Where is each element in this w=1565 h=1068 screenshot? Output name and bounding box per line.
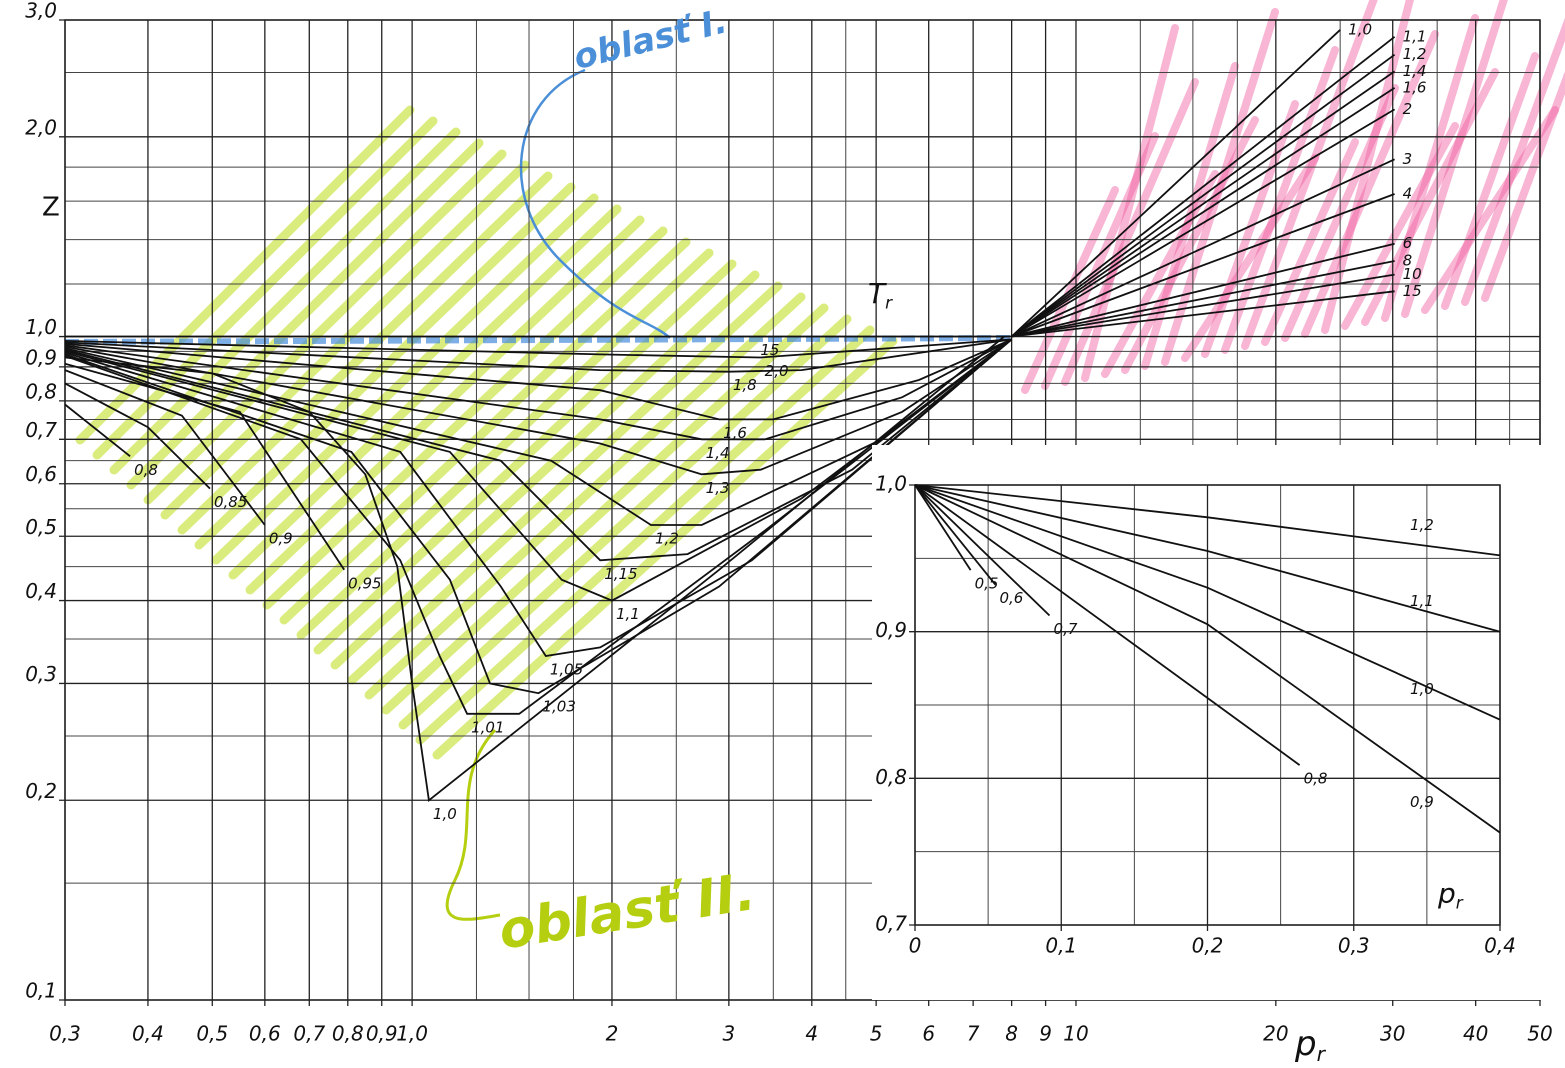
pink-hatch	[1445, 56, 1535, 306]
y-tick-label: 0,7	[875, 912, 907, 936]
y-tick-label: 0,3	[25, 662, 57, 686]
y-tick-label: 0,6	[25, 462, 57, 486]
pink-hatch	[1205, 104, 1295, 354]
curve-label: 1,0	[433, 805, 457, 823]
curve-label: 0,8	[134, 461, 158, 479]
inset-x-axis-label-sub: r	[1456, 892, 1464, 912]
x-tick-label: 0,2	[1192, 934, 1224, 958]
curve-label: 1,3	[706, 479, 730, 497]
curve-label: 10	[1403, 265, 1422, 283]
x-tick-label: 3	[722, 1022, 735, 1046]
curve-family-label-sub: r	[885, 292, 893, 312]
y-tick-label: 1,0	[875, 472, 907, 496]
curve-label: 0,6	[999, 589, 1023, 607]
page: {"chart_data": [ {"type": "line", "log_x…	[0, 0, 1565, 1068]
curve-label: 4	[1403, 185, 1413, 203]
curve-label: 6	[1403, 234, 1413, 252]
x-tick-label: 40	[1463, 1022, 1488, 1046]
y-tick-label: 2,0	[25, 115, 57, 139]
y-axis-label: Z	[42, 193, 60, 223]
x-axis-label-sub: r	[1317, 1042, 1327, 1066]
x-tick-label: 0,1	[1045, 934, 1077, 958]
pink-hatch	[1145, 66, 1235, 366]
y-tick-label: 0,4	[25, 579, 57, 603]
curve-label: 0,9	[1410, 793, 1434, 811]
curve-label: 1,1	[1410, 592, 1434, 610]
inset-x-axis-label-main: p	[1437, 877, 1456, 910]
curve-label: 0,95	[348, 574, 381, 592]
curve-label: 0,7	[1054, 620, 1078, 638]
curve-label: 1,1	[616, 605, 640, 623]
y-tick-label: 0,9	[875, 618, 907, 642]
x-tick-label: 20	[1263, 1022, 1288, 1046]
curve-label: 1,6	[723, 424, 747, 442]
chart: 0,30,40,50,60,70,80,91,02345678910203040…	[0, 0, 1565, 1068]
curve-label: 1,03	[542, 698, 575, 716]
x-tick-label: 2	[606, 1022, 619, 1046]
curve-label: 3	[1403, 150, 1413, 168]
x-tick-label: 6	[922, 1022, 935, 1046]
curve-label: 1,0	[1348, 20, 1372, 38]
y-tick-label: 0,1	[25, 979, 57, 1003]
curve-label: 1,05	[550, 660, 583, 678]
x-axis-label: pr	[1294, 1024, 1327, 1067]
x-tick-label: 8	[1005, 1022, 1018, 1046]
x-tick-label: 0,3	[1338, 934, 1370, 958]
x-tick-label: 50	[1527, 1022, 1552, 1046]
curve-label: 15	[1403, 282, 1422, 300]
blue-highlight	[65, 338, 1010, 342]
curve-label: 2,0	[765, 362, 789, 380]
x-tick-label: 5	[870, 1022, 883, 1046]
note-region-1: oblasť I.	[570, 1, 731, 78]
curve-label: 1,2	[1403, 45, 1427, 63]
y-tick-label: 0,7	[25, 418, 57, 442]
x-tick-label: 1,0	[396, 1022, 428, 1046]
x-tick-label: 0,8	[332, 1022, 364, 1046]
curve-label: 0,9	[269, 529, 293, 547]
y-tick-label: 0,5	[25, 515, 57, 539]
curve-family-label: Tr	[868, 277, 893, 312]
y-tick-label: 0,8	[25, 379, 57, 403]
curve-label: 1,01	[471, 718, 504, 736]
curve-label: 1,6	[1403, 78, 1427, 96]
curve-label: 1,2	[655, 529, 679, 547]
yellow-hatch	[437, 341, 893, 755]
x-tick-label: 0,9	[366, 1022, 398, 1046]
curve-label: 1,2	[1410, 516, 1434, 534]
curve-label: 1,15	[604, 565, 637, 583]
x-tick-label: 4	[805, 1022, 818, 1046]
x-tick-label: 0,6	[249, 1022, 281, 1046]
curve-label: 0,8	[1304, 770, 1328, 788]
x-tick-label: 30	[1380, 1022, 1405, 1046]
y-tick-label: 3,0	[25, 0, 57, 23]
curve-label: 1,0	[1410, 680, 1434, 698]
curve-label: 1,4	[1403, 62, 1427, 80]
y-tick-label: 0,2	[25, 779, 57, 803]
x-tick-label: 0	[909, 934, 922, 958]
pink-hatch	[1465, 2, 1565, 302]
y-tick-label: 0,8	[875, 765, 907, 789]
x-tick-label: 0,3	[49, 1022, 81, 1046]
x-tick-label: 10	[1063, 1022, 1088, 1046]
x-tick-label: 9	[1039, 1022, 1052, 1046]
yellow-hatch	[131, 143, 479, 485]
x-tick-label: 7	[967, 1022, 980, 1046]
y-tick-label: 1,0	[25, 315, 57, 339]
curve-label: 1,8	[733, 376, 757, 394]
note-region-2: oblasť II.	[495, 862, 759, 962]
y-tick-label: 0,9	[25, 345, 57, 369]
curve-label: 1,1	[1403, 27, 1427, 45]
curve-label: 2	[1403, 100, 1413, 118]
x-axis-label-main: p	[1294, 1024, 1317, 1064]
curve-label: 1,4	[706, 444, 730, 462]
x-tick-label: 0,5	[196, 1022, 228, 1046]
curve-label: 15	[760, 341, 779, 359]
x-tick-label: 0,7	[293, 1022, 325, 1046]
yellow-bracket	[447, 730, 500, 919]
pink-hatch	[1385, 18, 1475, 318]
x-tick-label: 0,4	[1484, 934, 1516, 958]
yellow-hatch	[335, 275, 755, 665]
x-tick-label: 0,4	[132, 1022, 164, 1046]
